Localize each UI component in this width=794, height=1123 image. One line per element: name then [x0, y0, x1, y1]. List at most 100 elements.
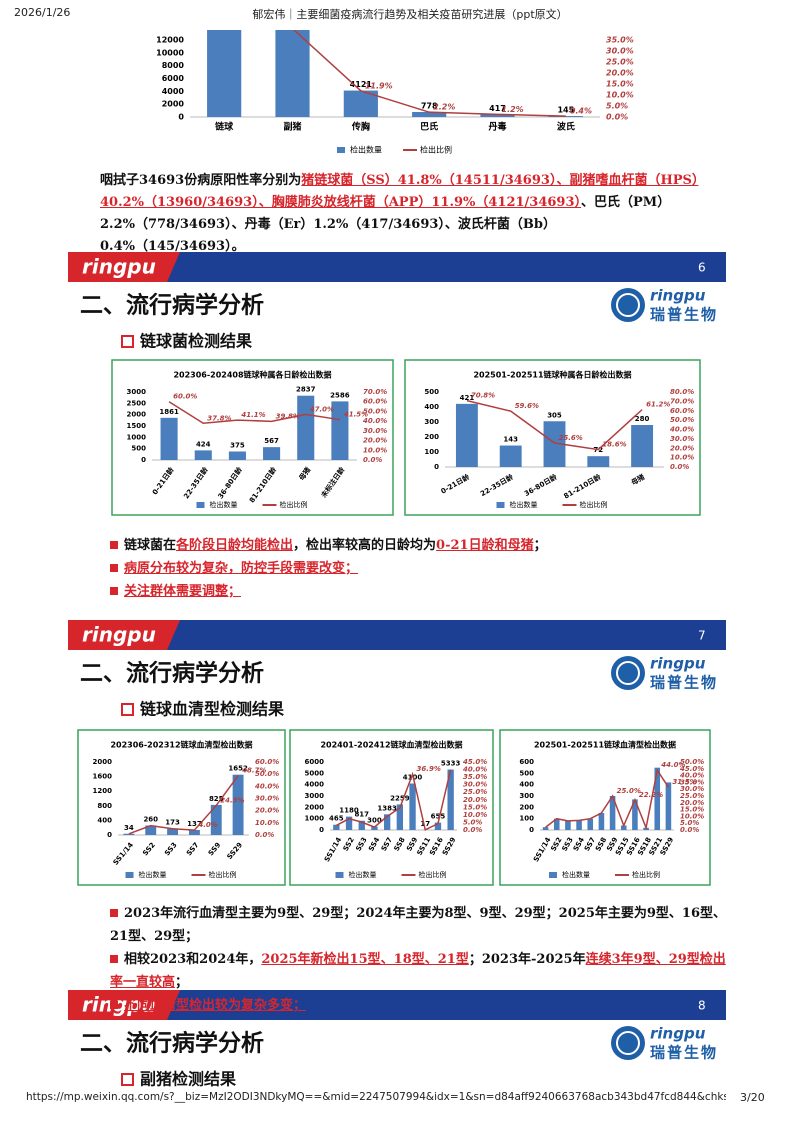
- chart-title: 202306-202312链球血清型检出数据: [110, 740, 252, 750]
- legend-swatch: [549, 872, 557, 878]
- y2-tick-label: 15.0%: [606, 80, 634, 89]
- legend-label: 检出数量: [210, 500, 238, 509]
- y2-tick-label: 45.0%: [463, 758, 487, 766]
- y-tick-label: 2000: [305, 803, 325, 811]
- y-tick-label: 0: [319, 826, 324, 834]
- y-tick-label: 12000: [156, 36, 184, 45]
- subheading-box: [121, 335, 134, 348]
- bar-label: 305: [547, 411, 562, 419]
- chart-title: 202501-202511链球血清型检出数据: [534, 740, 676, 750]
- footer-url: https://mp.weixin.qq.com/s?__biz=MzI2ODI…: [26, 1091, 726, 1103]
- slide-subheading: 链球菌检测结果: [140, 332, 252, 351]
- y-tick-label: 2000: [93, 758, 113, 766]
- chart-title: 202401-202412链球血清型检出数据: [320, 740, 462, 750]
- bar-label: 34: [124, 824, 134, 832]
- bullet-square: [110, 587, 118, 595]
- line-label: 59.6%: [515, 402, 539, 410]
- slide-number: 8: [698, 999, 706, 1013]
- bar: [232, 774, 244, 835]
- y2-tick-label: 20.0%: [463, 796, 487, 804]
- emphasized-text: 连续3年9型、29型检出率一直较高: [110, 952, 726, 990]
- y2-tick-label: 20.0%: [670, 444, 694, 452]
- y-tick-label: 500: [424, 388, 439, 396]
- y-tick-label: 100: [519, 815, 534, 823]
- x-tick-label: 副猪: [283, 121, 301, 133]
- y2-tick-label: 70.0%: [670, 397, 694, 405]
- y-tick-label: 200: [424, 433, 439, 441]
- line-label: 11.9%: [365, 81, 393, 90]
- bar-label: 137: [187, 820, 202, 828]
- line: [335, 769, 452, 831]
- bar-label: 1652: [228, 765, 248, 773]
- logo-name: 瑞普生物: [650, 1044, 718, 1062]
- line-label: 4.0%: [198, 821, 217, 829]
- bar: [543, 421, 566, 467]
- logo-emblem-inner: [616, 661, 640, 685]
- bar: [499, 445, 522, 467]
- y-tick-label: 2000: [162, 100, 185, 109]
- y-tick-label: 400: [97, 816, 112, 824]
- bar-label: 280: [635, 415, 650, 423]
- print-date: 2026/1/26: [14, 6, 71, 19]
- line-label: 0.4%: [570, 107, 592, 116]
- bar-label: 825: [209, 795, 224, 803]
- slide-subheading: 副猪检测结果: [140, 1070, 236, 1089]
- y2-tick-label: 0.0%: [363, 456, 382, 464]
- bar: [609, 796, 616, 830]
- legend-label: 检出比例: [209, 870, 237, 879]
- chart-title: 202501-202511链球种属各日龄检出数据: [473, 370, 631, 380]
- legend-swatch: [125, 872, 134, 878]
- y-tick-label: 1000: [305, 815, 325, 823]
- y2-tick-label: 0.0%: [463, 826, 482, 834]
- legend-label: 检出数量: [350, 145, 382, 155]
- bar: [333, 824, 340, 830]
- bar-label: 143: [503, 436, 518, 444]
- slide-heading: 二、流行病学分析: [80, 660, 264, 687]
- text: 2023年流行血清型主要为9型、29型；2024年主要为8型、9型、29型；20…: [110, 906, 726, 944]
- y-tick-label: 4000: [162, 87, 185, 96]
- text: ；: [533, 538, 547, 553]
- line: [545, 768, 670, 831]
- chart-frame: [289, 729, 494, 886]
- line: [168, 401, 341, 425]
- y-tick-label: 800: [97, 802, 112, 810]
- y2-tick-label: 80.0%: [670, 388, 694, 396]
- banner-brand: ringpu: [82, 993, 156, 1017]
- y-tick-label: 1200: [93, 787, 113, 795]
- y2-tick-label: 20.0%: [606, 69, 634, 78]
- y-tick-label: 2500: [127, 399, 147, 407]
- intro-paragraph: 咽拭子34693份病原阳性率分别为猪链球菌（SS）41.8%（14511/346…: [100, 170, 700, 258]
- bar-label: 173: [165, 819, 180, 827]
- text: ，检出率较高的日龄均为: [293, 538, 437, 553]
- y2-tick-label: 25.0%: [680, 792, 704, 800]
- x-tick-label: 丹毒: [488, 121, 506, 133]
- y2-tick-label: 15.0%: [463, 803, 487, 811]
- y2-tick-label: 25.0%: [606, 58, 634, 67]
- line-label: 60.0%: [173, 393, 197, 401]
- y-tick-label: 8000: [162, 61, 185, 70]
- line-label: 31.5%: [672, 778, 696, 786]
- bar: [188, 829, 200, 835]
- y2-tick-label: 40.0%: [670, 426, 694, 434]
- y2-tick-label: 0.0%: [680, 826, 699, 834]
- legend-label: 检出比例: [580, 500, 608, 509]
- line-label: 22.2%: [639, 791, 663, 799]
- bullet-square: [110, 541, 118, 549]
- bar-label: 778: [421, 102, 438, 111]
- y2-tick-label: 40.0%: [363, 417, 387, 425]
- logo-brand: ringpu: [650, 1025, 706, 1043]
- text: 咽拭子34693份病原阳性率分别为: [100, 173, 302, 188]
- logo-emblem: [611, 1026, 645, 1060]
- bar: [123, 833, 135, 835]
- y2-tick-label: 40.0%: [680, 772, 704, 780]
- bar: [455, 403, 478, 467]
- slide-number: 7: [698, 629, 706, 643]
- y-tick-label: 0: [107, 831, 112, 839]
- bar: [576, 820, 582, 830]
- legend-swatch: [337, 147, 345, 153]
- x-tick-label: 链球: [215, 121, 234, 133]
- line-label: 37.8%: [207, 414, 231, 422]
- y2-tick-label: 30.0%: [463, 781, 487, 789]
- bar: [598, 813, 605, 830]
